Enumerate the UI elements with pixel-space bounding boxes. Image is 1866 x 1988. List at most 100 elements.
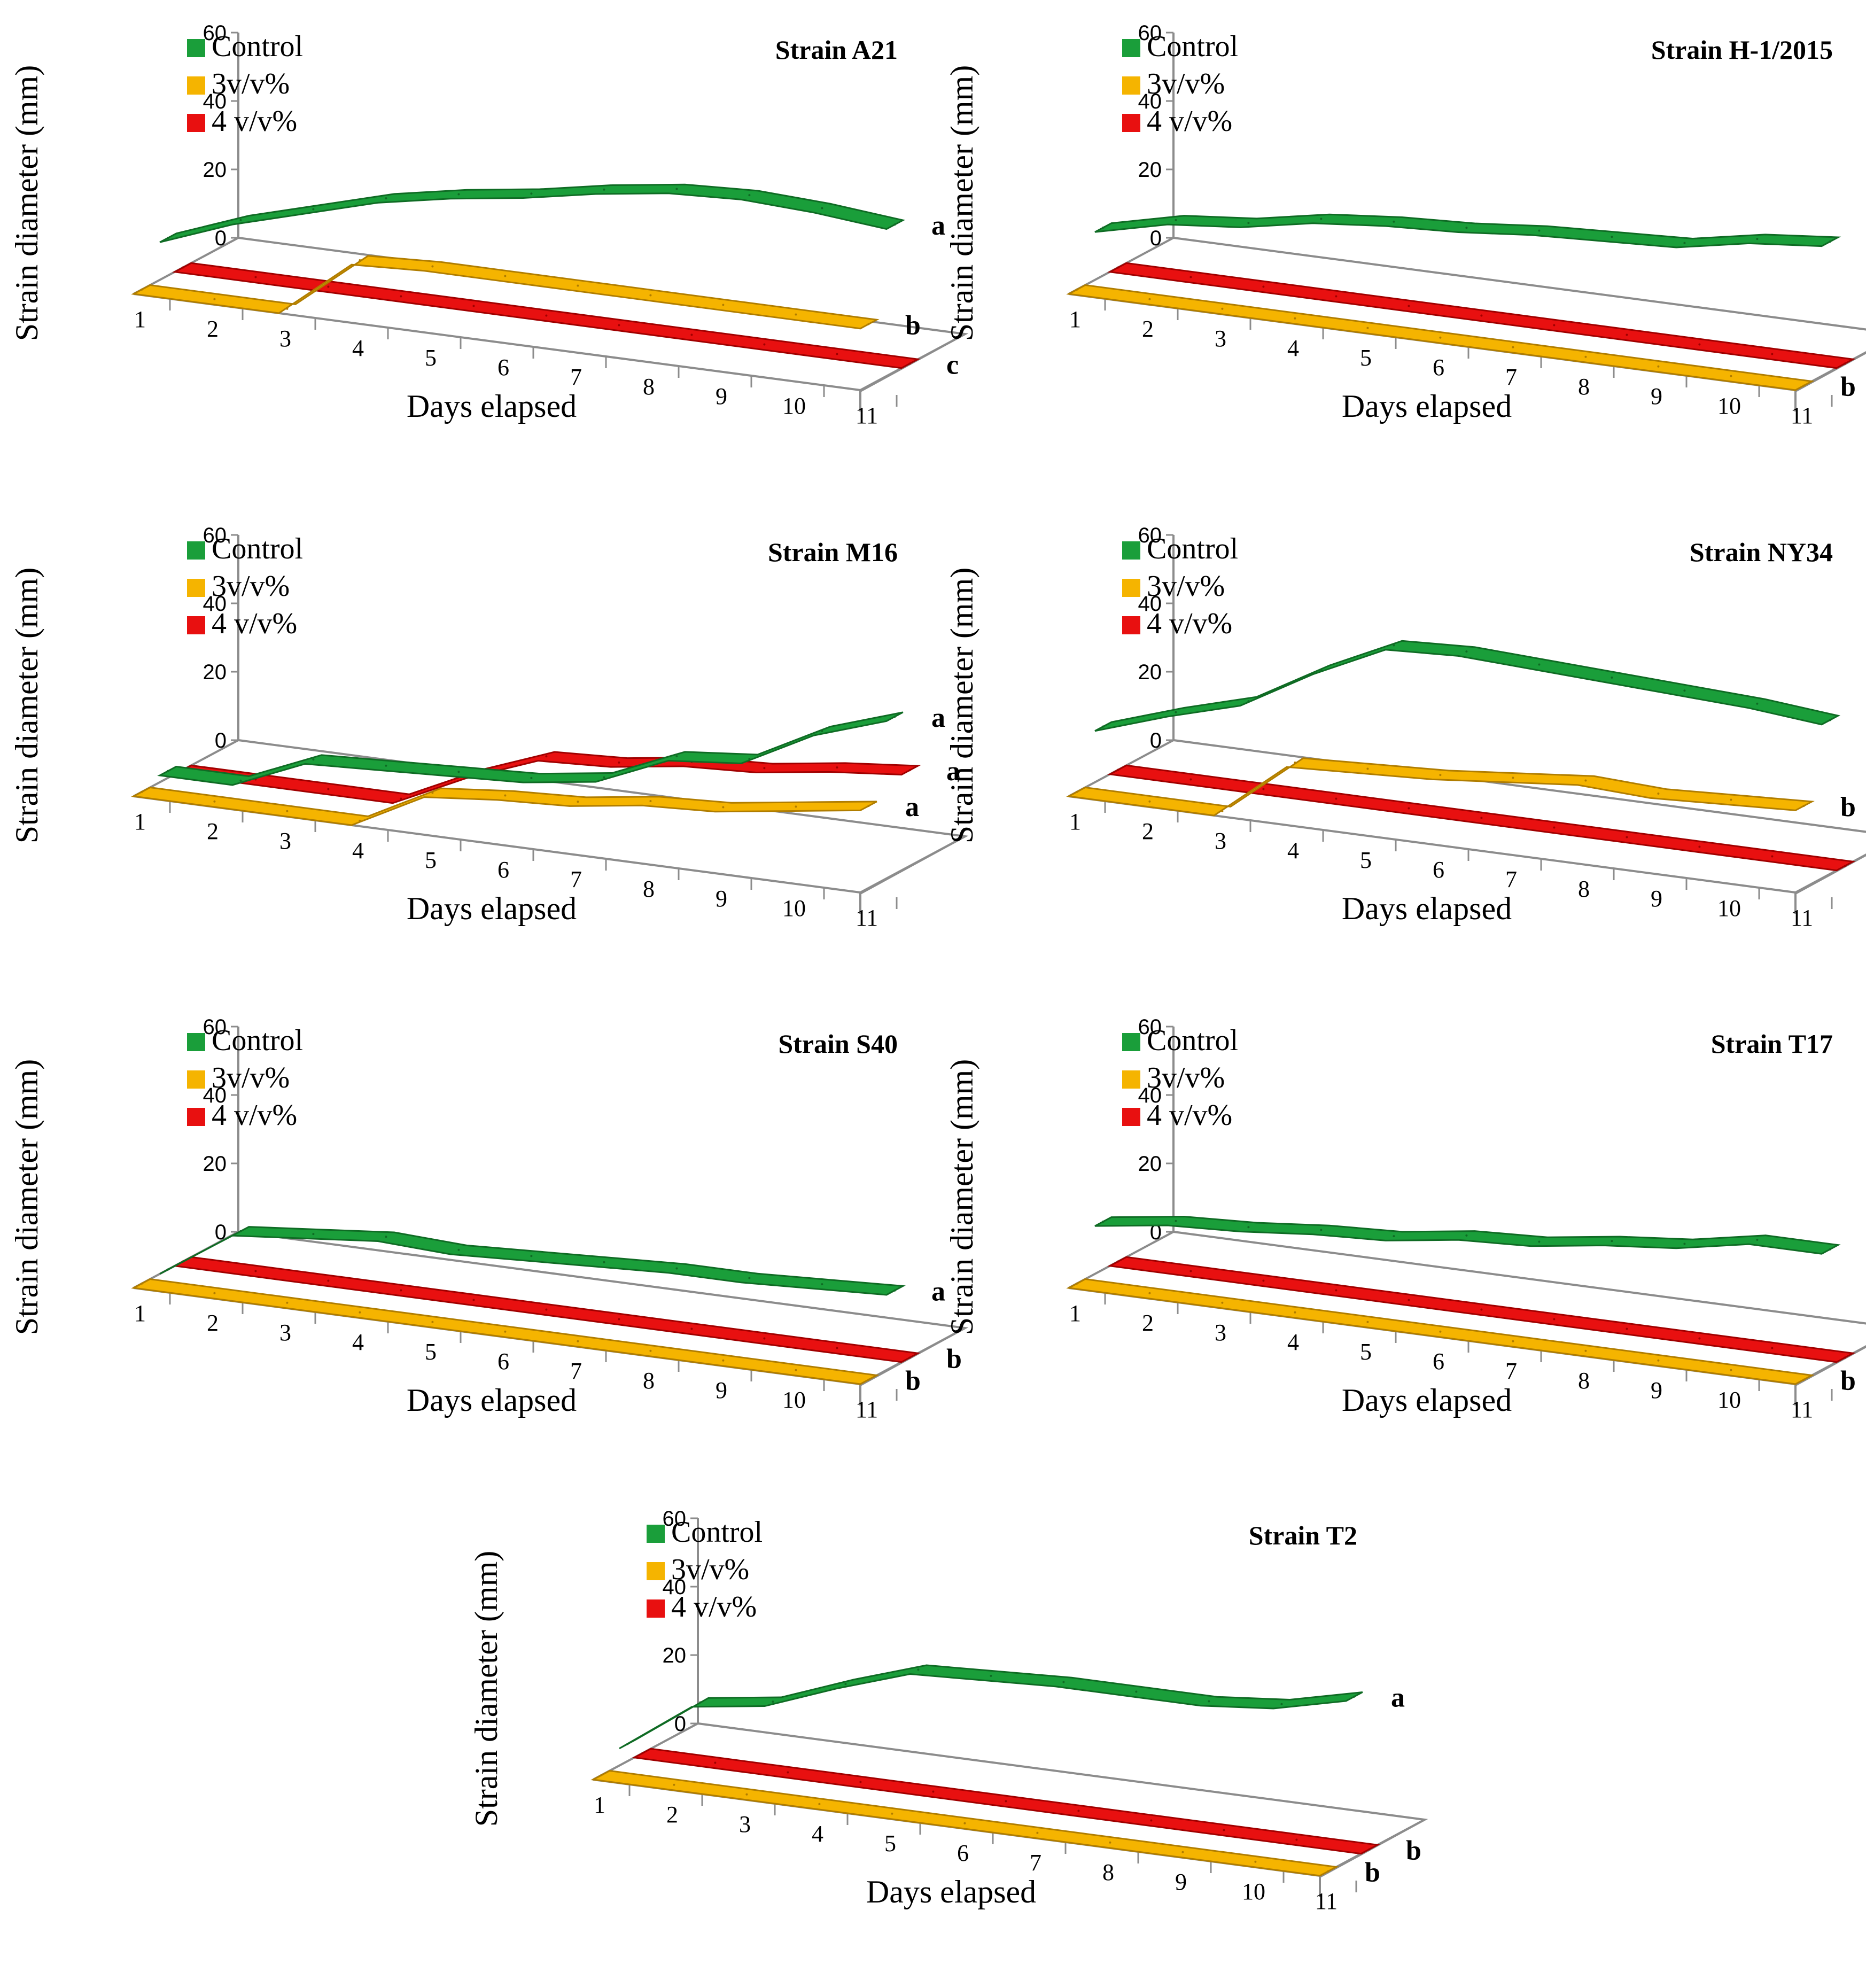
significance-letter: a: [931, 211, 945, 241]
data-point: [1366, 767, 1369, 770]
y-tick-label: 20: [1138, 158, 1162, 182]
significance-letter: c: [946, 350, 959, 380]
x-tick-label: 8: [643, 1368, 655, 1394]
legend-swatch: [1122, 1108, 1140, 1126]
x-tick-label: 5: [1360, 847, 1372, 873]
x-tick-label: 4: [1287, 837, 1299, 864]
series-ribbon-control: [159, 183, 906, 243]
y-tick-label: 60: [1138, 21, 1162, 45]
data-point: [1844, 362, 1846, 365]
x-axis-title: Days elapsed: [866, 1874, 1036, 1909]
data-point: [1109, 1841, 1111, 1844]
data-point: [1730, 375, 1732, 377]
significance-letter: b: [1365, 1858, 1380, 1888]
data-point: [530, 1255, 533, 1257]
data-point: [457, 771, 460, 773]
series-ribbon-control: [157, 711, 904, 786]
significance-letter: a: [946, 756, 960, 787]
data-point: [1480, 314, 1483, 317]
data-point: [649, 799, 652, 802]
data-point: [1262, 285, 1265, 288]
data-point: [673, 1783, 675, 1786]
data-point: [1320, 218, 1323, 220]
data-point: [545, 1308, 548, 1311]
y-axis-title: Strain diameter (mm): [469, 1551, 504, 1827]
legend-label: Control: [212, 30, 303, 63]
data-point: [385, 197, 387, 200]
data-point: [908, 769, 911, 772]
x-tick-label: 10: [782, 393, 806, 419]
data-point: [618, 324, 620, 327]
data-point: [1657, 792, 1660, 795]
legend-label: Control: [1147, 30, 1238, 63]
data-point: [893, 223, 896, 226]
data-point: [690, 1327, 693, 1330]
y-tick-label: 20: [1138, 661, 1162, 684]
data-point: [603, 188, 605, 191]
data-point: [1366, 1321, 1369, 1323]
data-point: [577, 1340, 579, 1342]
x-tick-label: 2: [666, 1801, 678, 1828]
data-point: [530, 776, 533, 779]
x-tick-label: 2: [1142, 1310, 1154, 1336]
data-point: [1480, 817, 1483, 819]
data-point: [1148, 1292, 1151, 1294]
data-point: [504, 1330, 507, 1333]
series-ribbon-control: [159, 1226, 906, 1296]
data-point: [603, 776, 605, 779]
data-point: [1175, 219, 1177, 221]
data-point: [795, 805, 797, 808]
data-point: [867, 805, 870, 807]
data-point: [1393, 644, 1395, 647]
data-point: [504, 275, 507, 277]
x-tick-label: 6: [1433, 857, 1444, 883]
data-point: [763, 1337, 766, 1340]
data-point: [431, 791, 434, 794]
legend-swatch: [187, 579, 205, 597]
data-point: [1294, 1311, 1296, 1314]
legend-swatch: [187, 39, 205, 57]
x-tick-label: 7: [1030, 1850, 1041, 1876]
data-point: [1584, 355, 1587, 358]
data-point: [141, 790, 143, 793]
data-point: [641, 1752, 644, 1754]
legend-swatch: [187, 76, 205, 95]
data-point: [400, 797, 402, 800]
data-point: [254, 1270, 257, 1272]
data-point: [1626, 333, 1628, 336]
y-tick-label: 20: [663, 1644, 687, 1667]
data-point: [722, 806, 725, 809]
data-point: [1756, 702, 1759, 705]
chart-panel: 0 20 40 60 1 2 3 4 5 6 7 8 9 10 11 Strain diameter (mm)…: [944, 1015, 1866, 1423]
data-point: [867, 323, 870, 325]
chart-title: Strain M16: [768, 537, 898, 567]
data-point: [1439, 336, 1442, 339]
data-point: [1756, 238, 1759, 240]
x-tick-label: 5: [425, 847, 437, 873]
x-tick-label: 4: [352, 335, 364, 361]
data-point: [312, 758, 315, 761]
data-point: [359, 819, 361, 822]
data-point: [618, 761, 620, 764]
legend-swatch: [1122, 76, 1140, 95]
x-tick-label: 4: [1287, 335, 1299, 361]
data-point: [1698, 845, 1701, 848]
data-point: [1076, 288, 1078, 291]
data-point: [1221, 1301, 1224, 1304]
data-point: [1730, 1369, 1732, 1371]
data-point: [1135, 1690, 1138, 1693]
x-tick-label: 7: [1505, 1358, 1517, 1384]
data-point: [990, 1674, 992, 1677]
data-point: [545, 755, 548, 758]
series-ribbon-control: [1094, 640, 1841, 732]
data-point: [1802, 1378, 1805, 1381]
data-point: [1611, 236, 1613, 238]
y-tick-label: 40: [1138, 90, 1162, 113]
data-point: [1368, 1848, 1371, 1851]
legend-label: 3v/v%: [212, 1061, 290, 1094]
y-tick-label: 60: [663, 1507, 687, 1531]
x-tick-label: 2: [1142, 316, 1154, 342]
x-tick-label: 4: [812, 1821, 823, 1847]
data-point: [963, 1822, 966, 1824]
series-ribbon-3vv: [131, 786, 877, 826]
